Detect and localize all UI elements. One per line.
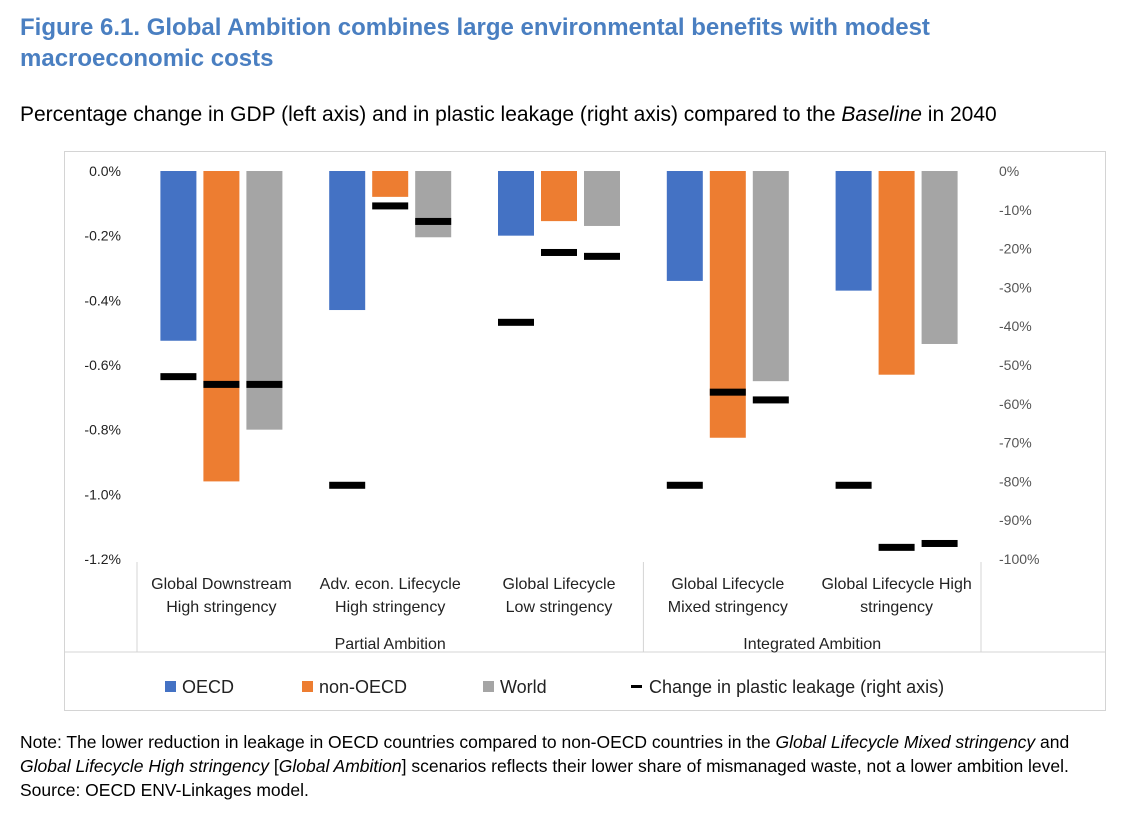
note-part: and [1035,732,1070,752]
leakage-marker [415,217,452,225]
category-label: stringency [860,599,933,616]
bar-non-oecd [709,171,746,438]
category-label: High stringency [166,599,276,616]
legend-swatch [631,685,642,688]
chart-svg: 0.0% -0.2% -0.4% -0.6% -0.8% -1.0% -1.2% 0% -10%… [65,163,1105,697]
leakage-marker [666,481,703,489]
chart-area: 0.0% -0.2% -0.4% -0.6% -0.8% -1.0% -1.2% 0% -10%… [64,151,1106,711]
left-axis-tick-label: -1.0% [84,486,121,502]
legend-label: Change in plastic leakage (right axis) [649,677,944,697]
legend-swatch [302,681,313,692]
left-axis-tick-label: -0.4% [84,292,121,308]
leakage-marker [709,388,746,396]
legend-swatch [165,681,176,692]
right-axis-tick-label: -50% [999,357,1032,373]
bar-non-oecd [372,171,409,197]
note-part: [ [269,756,279,776]
leakage-marker [835,481,872,489]
chart-note: Note: The lower reduction in leakage in … [20,730,1120,802]
bar-non-oecd [203,171,240,482]
bar-non-oecd [541,171,577,222]
right-axis-tick-label: -70% [999,435,1032,451]
category-label: Global Lifecycle [671,576,784,593]
source-note: Source: OECD ENV-Linkages model. [20,780,309,800]
bar-world [921,171,958,344]
group-label: Partial Ambition [335,636,446,653]
note-part: ] scenarios reflects their lower share o… [401,756,1069,776]
legend-label: non-OECD [319,677,407,697]
leakage-marker [878,543,915,551]
left-axis-tick-label: -0.6% [84,357,121,373]
leakage-marker [584,252,620,260]
right-axis-tick-label: -20% [999,241,1032,257]
right-axis-tick-label: -30% [999,279,1032,295]
legend-swatch [483,681,494,692]
subtitle-part: Percentage change in GDP (left axis) and… [20,103,842,126]
right-axis-tick-label: -80% [999,473,1032,489]
category-label: Adv. econ. Lifecycle [320,576,461,593]
bar-non-oecd [878,171,915,375]
leakage-marker [372,202,409,210]
legend-label: World [500,677,547,697]
left-axis-tick-label: 0.0% [89,163,121,179]
note-part-italic: Global Lifecycle Mixed stringency [775,732,1036,752]
left-axis-tick-label: -1.2% [84,551,121,567]
leakage-marker [160,373,197,381]
bar-world [752,171,789,382]
category-label: Global Downstream [151,576,292,593]
right-axis-tick-label: -90% [999,512,1032,528]
note-part: Note: The lower reduction in leakage in … [20,732,776,752]
left-axis-tick-label: -0.8% [84,422,121,438]
bar-world [415,171,452,238]
leakage-marker [752,396,789,404]
leakage-marker [541,248,577,256]
figure-title: Figure 6.1. Global Ambition combines lar… [20,14,930,72]
leakage-marker [498,318,534,326]
bar-oecd [329,171,366,311]
bar-oecd [666,171,703,281]
bar-world [584,171,620,226]
note-part-italic: Global Ambition [278,756,402,776]
right-axis-tick-label: -10% [999,202,1032,218]
leakage-marker [246,380,283,388]
category-label: Mixed stringency [668,599,788,616]
leakage-marker [921,539,958,547]
right-axis-tick-label: -40% [999,318,1032,334]
bar-oecd [498,171,534,236]
leakage-marker [203,380,240,388]
category-label: Global Lifecycle [503,576,616,593]
note-part-italic: Global Lifecycle High stringency [20,756,270,776]
right-axis-tick-label: -60% [999,396,1032,412]
group-label: Integrated Ambition [743,636,881,653]
subtitle-part: in 2040 [921,103,997,126]
bar-oecd [160,171,197,341]
right-axis-tick-label: -100% [999,551,1039,567]
left-axis-tick-label: -0.2% [84,228,121,244]
chart-subtitle: Percentage change in GDP (left axis) and… [20,102,997,128]
category-label: Global Lifecycle High [821,576,971,593]
bar-oecd [835,171,872,291]
legend-label: OECD [182,677,234,697]
right-axis-tick-label: 0% [999,163,1019,179]
subtitle-part-italic: Baseline [841,103,922,126]
leakage-marker [329,481,366,489]
bar-world [246,171,283,430]
category-label: Low stringency [506,599,613,616]
category-label: High stringency [335,599,445,616]
